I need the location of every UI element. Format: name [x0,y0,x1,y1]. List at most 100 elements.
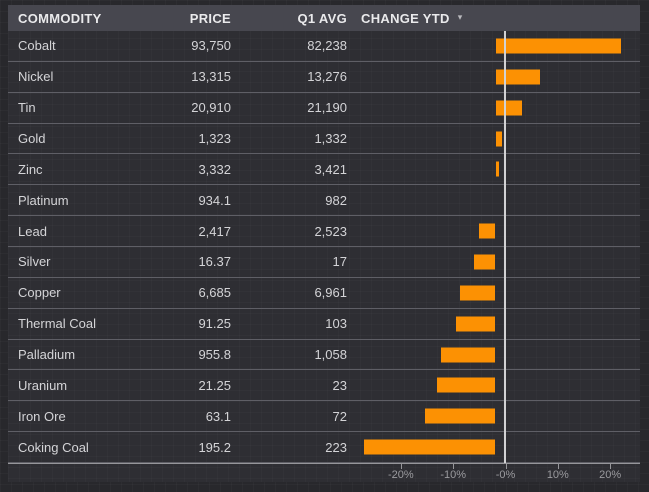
change-ytd-cell [361,124,630,154]
q1-avg-value: 17 [332,254,347,270]
column-header-commodity[interactable]: COMMODITY [18,10,102,26]
commodity-name: Coking Coal [18,439,89,455]
change-ytd-bar [474,254,496,270]
price-value: 13,315 [191,69,231,85]
q1-avg-value: 6,961 [314,285,347,301]
commodity-name: Uranium [18,377,68,393]
price-value: 955.8 [198,347,231,363]
table-row[interactable]: Platinum 934.1 982 [8,185,640,217]
change-ytd-cell [361,154,630,184]
change-ytd-cell [361,309,630,339]
axis-tick [610,464,612,469]
q1-avg-value: 1,332 [314,131,347,146]
table-row[interactable]: Uranium 21.25 23 [8,370,640,402]
axis-tick-label: -20% [387,469,414,481]
price-value: 195.2 [198,439,231,455]
change-ytd-bar [425,408,496,424]
q1-avg-value: 1,058 [314,347,347,363]
q1-avg-value: 103 [325,316,347,332]
table-row[interactable]: Silver 16.37 17 [8,247,640,278]
commodity-name: Palladium [18,347,76,363]
change-ytd-cell [361,370,630,400]
change-ytd-bar [495,131,503,146]
change-ytd-cell [361,247,630,277]
column-header-change-ytd-label: CHANGE YTD [361,10,450,26]
commodity-name: Copper [18,285,61,301]
change-ytd-cell [361,401,630,431]
axis-tick [400,464,402,469]
axis-tick-label: -10% [440,469,466,481]
change-ytd-cell [361,31,630,61]
commodity-name: Platinum [18,192,69,208]
change-ytd-bar [437,377,496,393]
table-row[interactable]: Gold 1,323 1,332 [8,124,640,155]
price-value: 934.1 [198,192,231,208]
column-header-change-ytd[interactable]: CHANGE YTD ▾ [361,5,630,31]
commodity-name: Cobalt [18,38,56,54]
change-ytd-cell [361,216,630,246]
change-ytd-bar [459,285,496,301]
change-ytd-cell [361,185,630,215]
table-body: Cobalt 93,750 82,238 Nickel 13,315 13,276 Tin 2… [8,31,640,464]
commodity-table: COMMODITY PRICE Q1 AVG CHANGE YTD ▾ Coba… [8,5,640,482]
price-value: 2,417 [198,223,231,239]
q1-avg-value: 82,238 [307,38,347,54]
table-row[interactable]: Cobalt 93,750 82,238 [8,31,640,62]
price-value: 1,323 [198,131,231,146]
change-ytd-bar [495,69,540,85]
chart-zero-baseline [504,31,506,463]
commodity-name: Silver [18,254,51,270]
column-header-price[interactable]: PRICE [189,10,231,26]
commodity-name: Gold [18,131,46,146]
q1-avg-value: 23 [332,377,347,393]
q1-avg-value: 13,276 [307,69,347,85]
change-ytd-bar [479,223,496,239]
commodity-name: Thermal Coal [18,316,97,332]
table-row[interactable]: Copper 6,685 6,961 [8,278,640,309]
table-row[interactable]: Coking Coal 195.2 223 [8,432,640,464]
column-header-q1-avg[interactable]: Q1 AVG [297,10,347,26]
price-value: 93,750 [191,38,231,54]
axis-tick-label: -0% [495,469,516,481]
table-row[interactable]: Zinc 3,332 3,421 [8,154,640,186]
table-row[interactable]: Lead 2,417 2,523 [8,216,640,248]
change-ytd-bar [363,439,496,455]
change-ytd-cell [361,340,630,370]
change-ytd-bar [495,38,622,54]
change-ytd-bar [495,100,523,116]
axis-tick-label: 10% [546,469,569,481]
commodity-name: Zinc [18,161,43,177]
chart-axis-line [8,463,640,464]
axis-tick-label: 20% [599,469,622,481]
q1-avg-value: 2,523 [314,223,347,239]
table-row[interactable]: Thermal Coal 91.25 103 [8,309,640,340]
table-row[interactable]: Nickel 13,315 13,276 [8,62,640,93]
change-ytd-bar [441,347,496,363]
change-ytd-cell [361,432,630,462]
price-value: 21.25 [198,377,231,393]
q1-avg-value: 21,190 [307,100,347,116]
q1-avg-value: 223 [325,439,347,455]
price-value: 63.1 [205,408,231,424]
price-value: 6,685 [198,285,231,301]
commodity-name: Nickel [18,69,54,85]
table-row[interactable]: Tin 20,910 21,190 [8,93,640,124]
change-ytd-cell [361,278,630,308]
price-value: 16.37 [198,254,231,270]
commodity-name: Iron Ore [18,408,66,424]
commodity-name: Lead [18,223,47,239]
sort-dropdown-caret-icon: ▾ [457,11,463,22]
q1-avg-value: 3,421 [314,161,347,177]
commodity-name: Tin [18,100,36,116]
table-header: COMMODITY PRICE Q1 AVG CHANGE YTD ▾ [8,5,640,31]
table-row[interactable]: Iron Ore 63.1 72 [8,401,640,433]
table-row[interactable]: Palladium 955.8 1,058 [8,340,640,371]
axis-tick [453,464,455,469]
q1-avg-value: 72 [332,408,347,424]
axis-tick [505,464,507,469]
axis-tick [557,464,559,469]
change-ytd-cell [361,62,630,92]
change-ytd-bar [495,161,500,177]
price-value: 20,910 [191,100,231,116]
